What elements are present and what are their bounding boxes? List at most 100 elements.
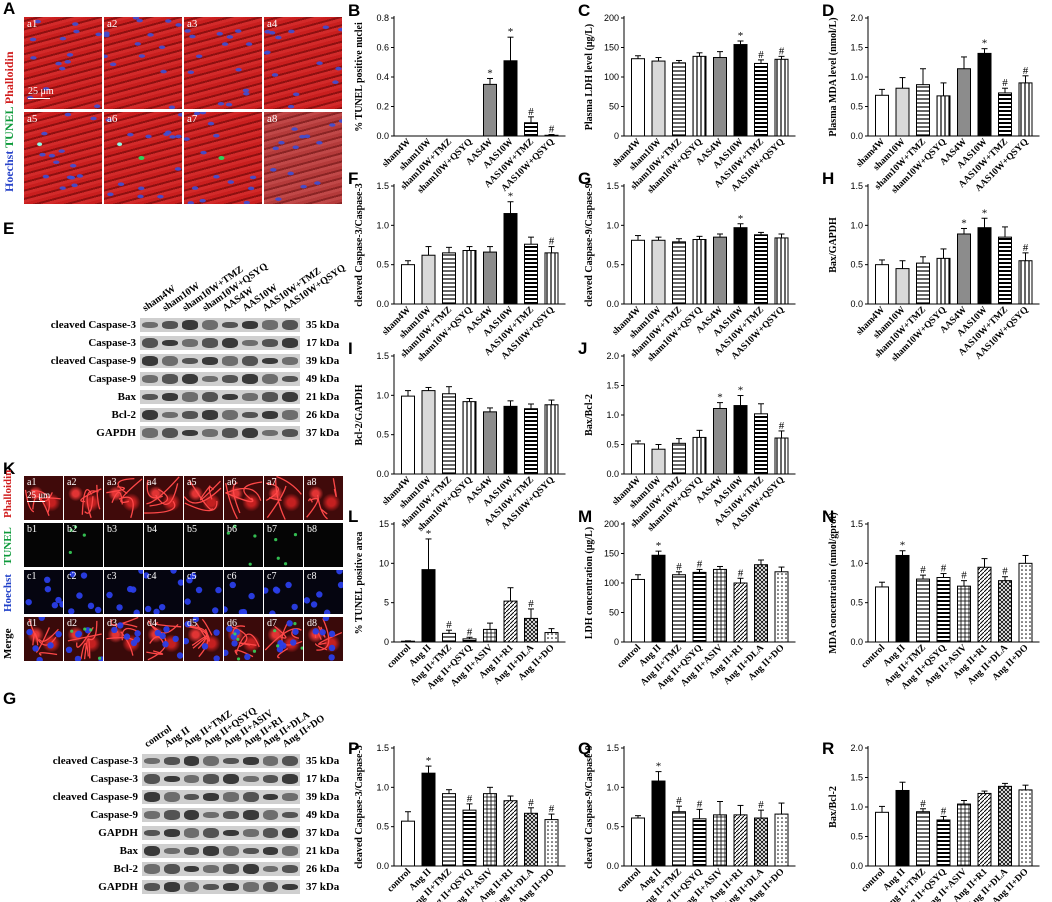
micrograph-tile-d5: d5 <box>184 617 223 661</box>
blot-band <box>282 375 298 383</box>
nucleus-dot <box>269 610 276 614</box>
nucleus-dot <box>104 33 110 38</box>
nucleus-dot <box>172 635 179 643</box>
blot-band <box>203 846 219 856</box>
tunel-positive-dot <box>283 562 288 566</box>
blot-band <box>144 845 160 857</box>
micrograph-tile-d3: d3 <box>104 617 143 661</box>
bar <box>544 819 559 867</box>
nucleus-dot <box>216 31 223 36</box>
y-tick-label: 1.0 <box>850 802 863 812</box>
significance-mark: # <box>467 626 473 638</box>
blot-protein-label: GAPDH <box>98 881 138 893</box>
bar <box>1018 82 1033 137</box>
nucleus-dot <box>144 605 152 613</box>
significance-mark: # <box>779 420 785 432</box>
bar <box>713 408 727 475</box>
nucleus-dot <box>292 628 299 635</box>
nucleus-dot <box>55 61 62 66</box>
actin-fiber <box>24 489 35 513</box>
tile-label: b4 <box>147 524 157 535</box>
actin-fiber <box>110 617 139 626</box>
actin-fiber <box>201 618 213 636</box>
bar <box>692 55 707 137</box>
micrograph-tile-b6: b6 <box>224 523 263 567</box>
blot-row: GAPDH 37 kDa <box>98 826 339 840</box>
y-tick-label: 15 <box>379 519 389 529</box>
tile-label: b5 <box>187 524 197 535</box>
bar <box>483 411 497 475</box>
y-tick-label: 0 <box>614 637 619 647</box>
tile-label: a6 <box>107 113 118 125</box>
blot-band <box>242 791 259 803</box>
blot-band <box>163 882 180 892</box>
nucleus-dot <box>264 587 269 594</box>
blot-band <box>242 863 259 875</box>
nucleus-dot <box>134 42 141 46</box>
tunel-positive-dot <box>97 656 102 660</box>
blot-band <box>183 847 200 855</box>
nucleus-dot <box>247 186 255 191</box>
significance-mark: # <box>1002 566 1008 578</box>
tile-label: a7 <box>267 477 277 488</box>
y-tick-label: 1.0 <box>376 782 389 792</box>
bar <box>462 250 477 305</box>
blot-kda-label: 17 kDa <box>306 337 340 349</box>
nucleus-dot <box>163 132 170 136</box>
tile-label: a8 <box>307 477 317 488</box>
blot-row: Bcl-2 26 kDa <box>112 408 339 422</box>
blot-band <box>242 829 259 837</box>
micrograph-tile-a6: a6 <box>104 112 182 204</box>
scale-bar-line <box>28 98 50 99</box>
bar <box>957 68 971 137</box>
bar <box>875 586 889 643</box>
actin-fiber <box>316 618 330 651</box>
panel-letter-D: D <box>822 1 835 20</box>
x-tick-label: control <box>616 867 644 895</box>
nucleus-dot <box>145 134 152 139</box>
blot-band <box>223 829 239 837</box>
bar <box>998 785 1012 867</box>
actin-fiber <box>84 496 94 514</box>
blot-band <box>222 375 238 383</box>
micrograph-tile-c6: c6 <box>224 570 263 614</box>
blot-band <box>203 865 219 873</box>
blot-band <box>202 429 218 437</box>
y-tick-label: 0.4 <box>376 72 389 82</box>
nucleus-dot <box>323 609 331 614</box>
bar <box>442 252 456 305</box>
blot-band <box>202 410 218 420</box>
nucleus-dot <box>249 175 257 180</box>
nucleus-dot <box>42 87 50 91</box>
bar <box>421 390 436 475</box>
bar <box>544 632 559 643</box>
nucleus-dot <box>189 572 197 580</box>
actin-fiber <box>106 486 126 494</box>
blot-band <box>262 828 279 838</box>
tile-label: a2 <box>67 477 77 488</box>
tunel-positive-dot <box>82 533 86 537</box>
chart-h-bax-gapdh: Bax/GAPDH0.00.51.01.5sham4Wsham10Wsham10… <box>828 181 1040 364</box>
nucleus-dot <box>328 630 336 638</box>
nucleus-dot <box>248 592 255 600</box>
nucleus-dot <box>201 643 209 650</box>
tile-label: d5 <box>187 618 197 629</box>
y-tick-label: 1.5 <box>850 519 863 529</box>
nucleus-dot <box>278 140 285 145</box>
bar <box>733 44 748 137</box>
y-tick-label: 0.0 <box>376 299 389 309</box>
nucleus-dot <box>134 630 141 637</box>
bar <box>916 84 930 137</box>
tile-label: a5 <box>27 113 38 125</box>
actin-fiber <box>306 497 319 518</box>
nucleus-dot <box>132 17 140 20</box>
y-tick-label: 0.2 <box>376 102 389 112</box>
actin-fiber <box>32 495 50 517</box>
bar <box>503 800 518 867</box>
y-tick-label: 50 <box>609 102 619 112</box>
y-tick-label: 1.5 <box>850 181 863 191</box>
nucleus-dot <box>147 33 154 37</box>
blot-band <box>182 429 198 437</box>
blot-kda-label: 21 kDa <box>306 391 340 403</box>
y-tick-label: 0.5 <box>850 598 863 608</box>
